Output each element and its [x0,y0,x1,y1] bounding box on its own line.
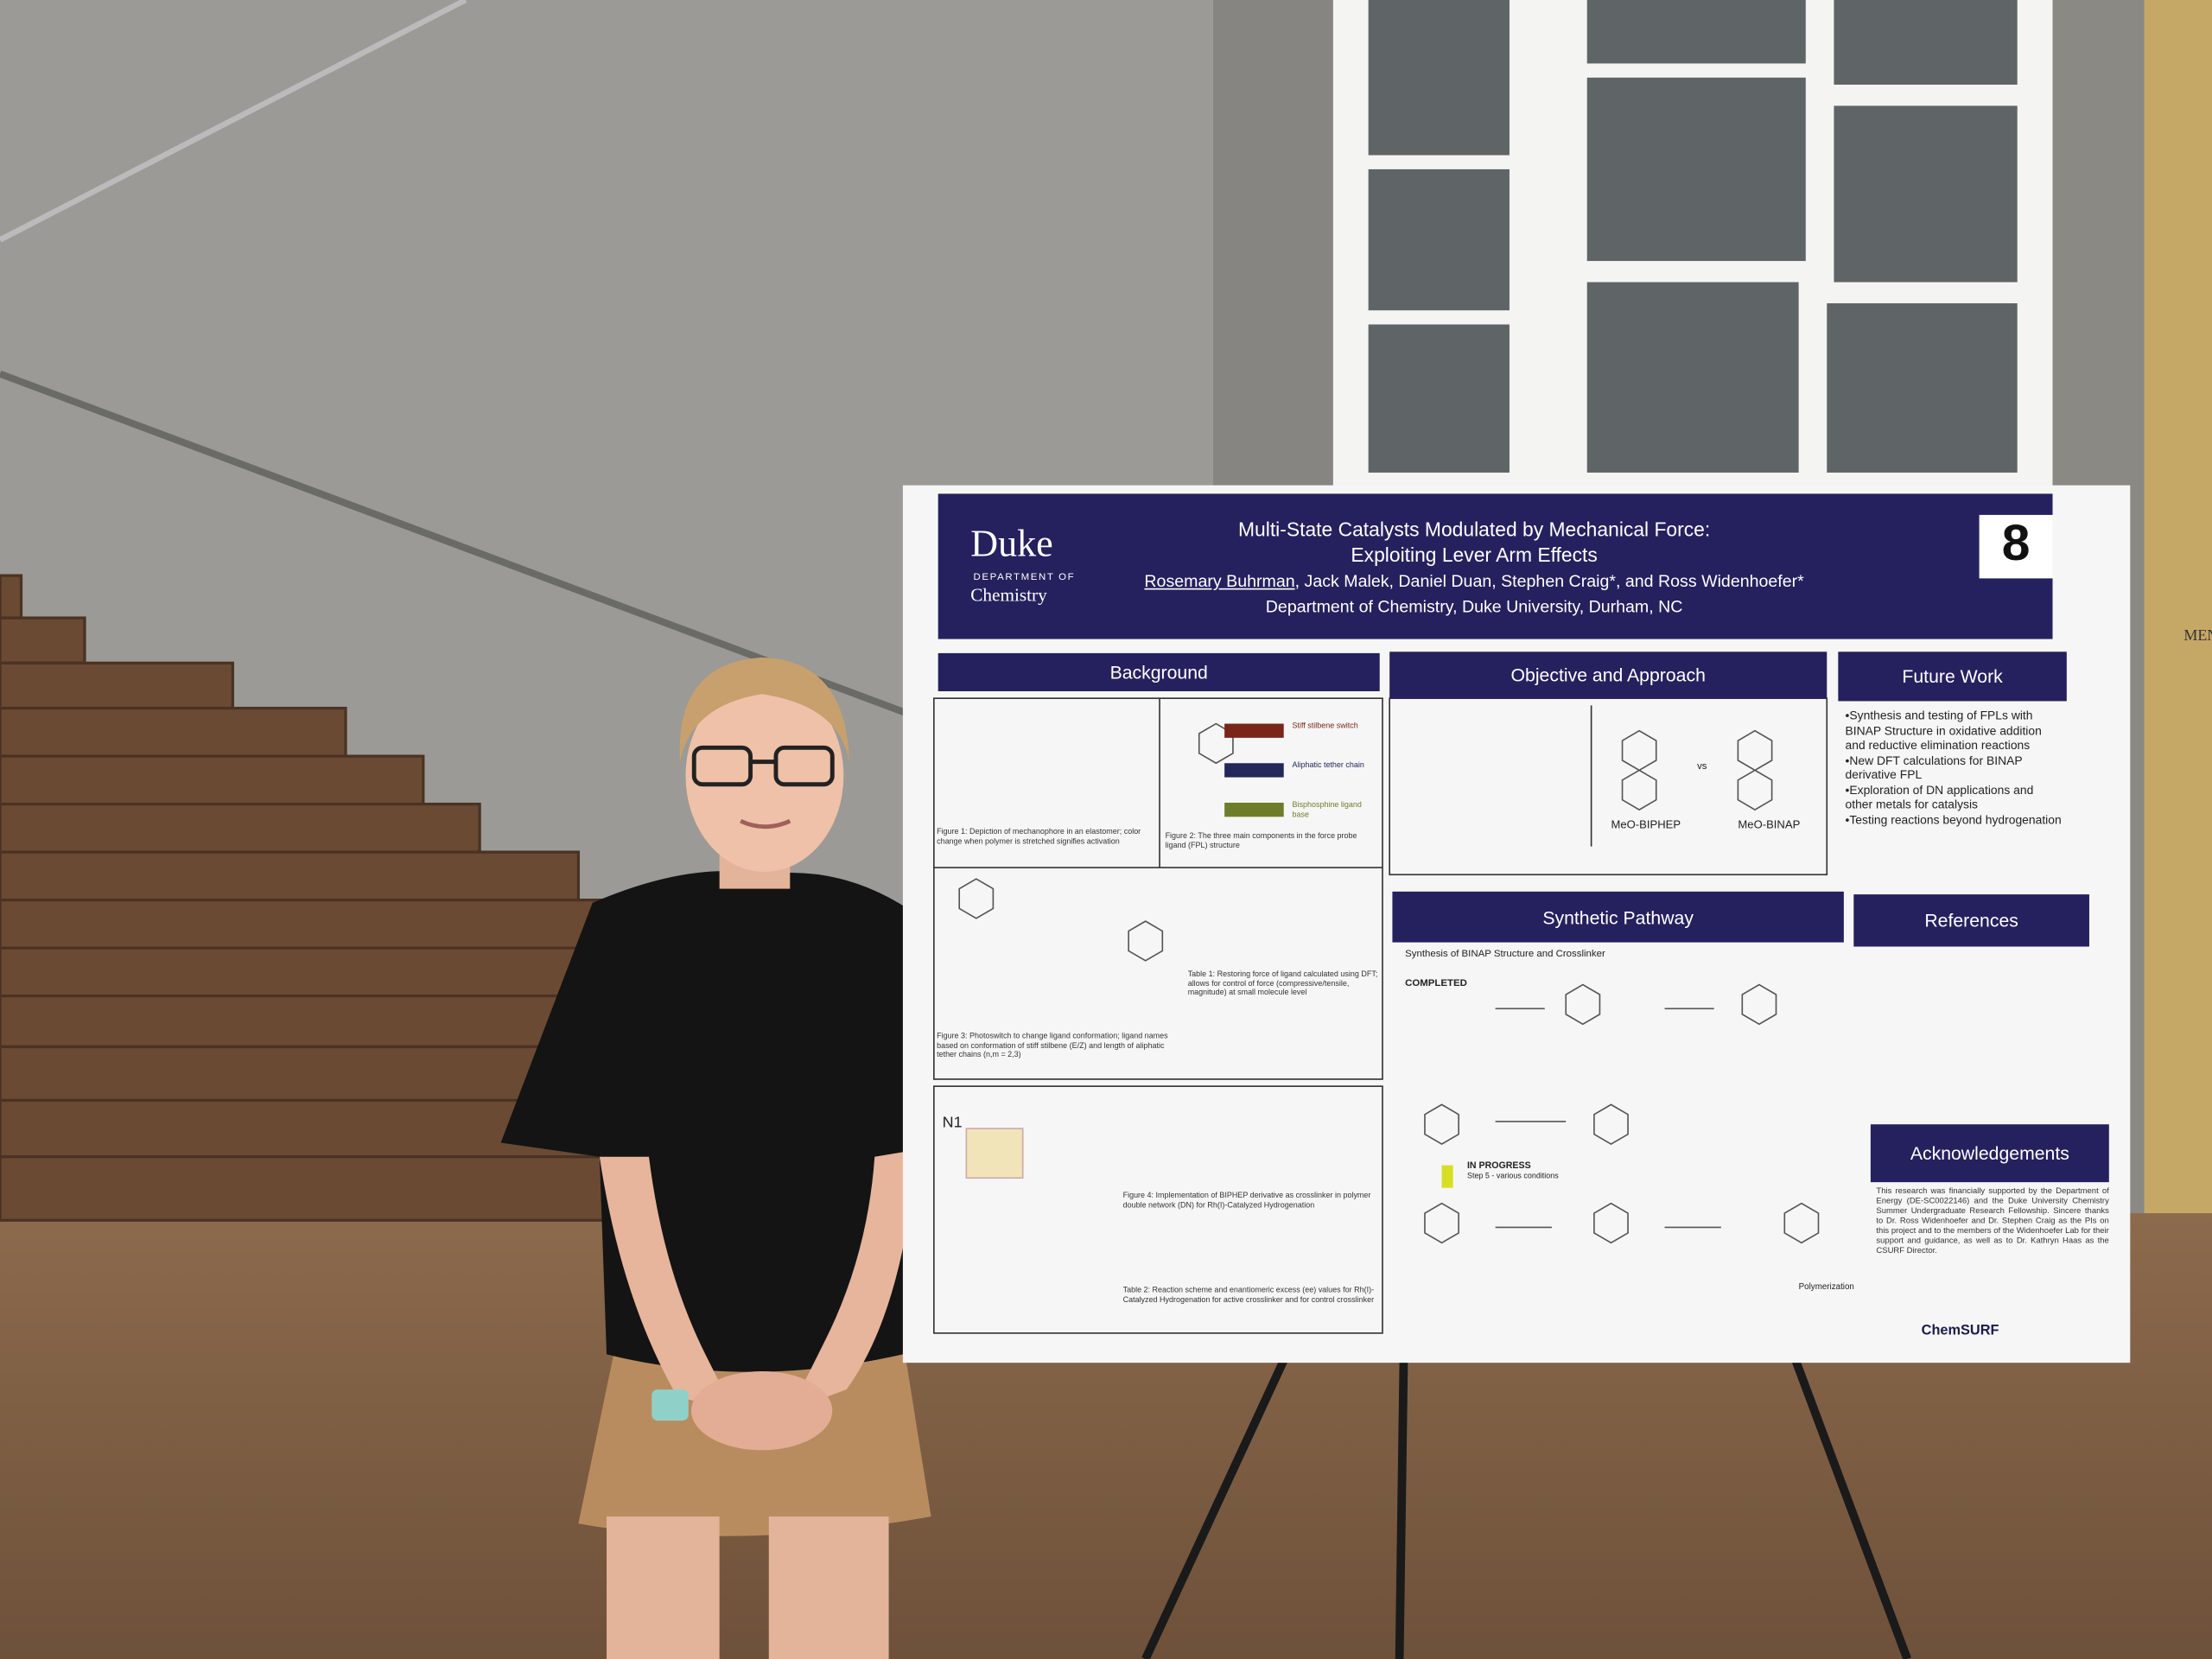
poster-title: Multi-State Catalysts Modulated by Mecha… [1100,517,1847,568]
caption: Table 1: Restoring force of ligand calcu… [1187,970,1378,998]
arrow-stiff [1224,723,1284,738]
caption: Figure 2: The three main components in t… [1165,832,1357,850]
section-header: Background [938,652,1380,691]
future-work-item: •Synthesis and testing of FPLs with BINA… [1845,708,2042,753]
caption: Figure 1: Depiction of mechanophore in a… [937,828,1141,846]
subtitle: Synthesis of BINAP Structure and Crossli… [1405,949,1605,960]
progress-arrow [1441,1165,1453,1188]
number-box [1979,514,2053,579]
logo-dept: DEPARTMENT OF [973,572,1076,583]
affiliation: Department of Chemistry, Duke University… [1265,596,1683,617]
wall-sign: MEN [2183,627,2212,645]
caption: Figure 4: Implementation of BIPHEP deriv… [1122,1192,1371,1211]
molecule-sketches [958,722,1820,1244]
lead-author: Rosemary Buhrman [1144,571,1295,592]
label: Aliphatic tether chain [1292,761,1364,771]
upper-rail [0,0,467,243]
section-header: Acknowledgements [1870,1124,2109,1183]
co-authors: , Jack Malek, Daniel Duan, Stephen Craig… [1294,571,1804,592]
panel-borders [932,697,1828,1334]
future-work-item: •Exploration of DN applications and othe… [1845,782,2034,811]
label: N1 [942,1114,963,1132]
easel [1141,1352,1911,1659]
right-wall [2144,0,2212,1411]
future-work-item: •Testing reactions beyond hydrogenation [1845,811,2062,826]
section-header: Objective and Approach [1389,652,1827,699]
window-panes [1368,0,2018,473]
caption: Table 2: Reaction scheme and enantiomeri… [1122,1286,1375,1305]
logo-name: Duke [970,522,1053,565]
poster-number: 8 [2001,513,2031,572]
future-work-list: •Synthesis and testing of FPLs with BINA… [1846,709,2064,827]
section-header: Future Work [1838,652,2067,702]
network-sketch [965,1128,1024,1179]
arrow-tether [1224,763,1284,778]
molecule-label: MeO-BINAP [1738,817,1801,831]
authors: Rosemary Buhrman, Jack Malek, Daniel Dua… [1072,571,1877,591]
caption: Figure 3: Photoswitch to change ligand c… [937,1033,1168,1060]
title-line: Exploiting Lever Arm Effects [1351,543,1598,566]
poster-header [938,493,2053,639]
title-line: Multi-State Catalysts Modulated by Mecha… [1237,518,1711,541]
section-header: References [1853,894,2089,947]
molecule-label: MeO-BIPHEP [1611,817,1681,831]
logo-chem: Chemistry [970,583,1047,606]
status: IN PROGRESS [1466,1160,1531,1172]
label: Stiff stilbene switch [1292,721,1358,731]
status: COMPLETED [1405,979,1467,989]
note: Polymerization [1798,1283,1854,1293]
acknowledgements-text: This research was financially supported … [1876,1187,2109,1256]
person [500,657,938,1659]
note: Step 5 - various conditions [1466,1172,1559,1181]
vs-label: vs [1697,761,1707,772]
future-work-item: •New DFT calculations for BINAP derivati… [1845,753,2023,782]
arrow-base [1224,802,1284,817]
footer-logo: ChemSURF [1921,1323,1999,1339]
section-header: Synthetic Pathway [1392,891,1844,943]
label: Bisphosphine ligand base [1292,801,1362,819]
